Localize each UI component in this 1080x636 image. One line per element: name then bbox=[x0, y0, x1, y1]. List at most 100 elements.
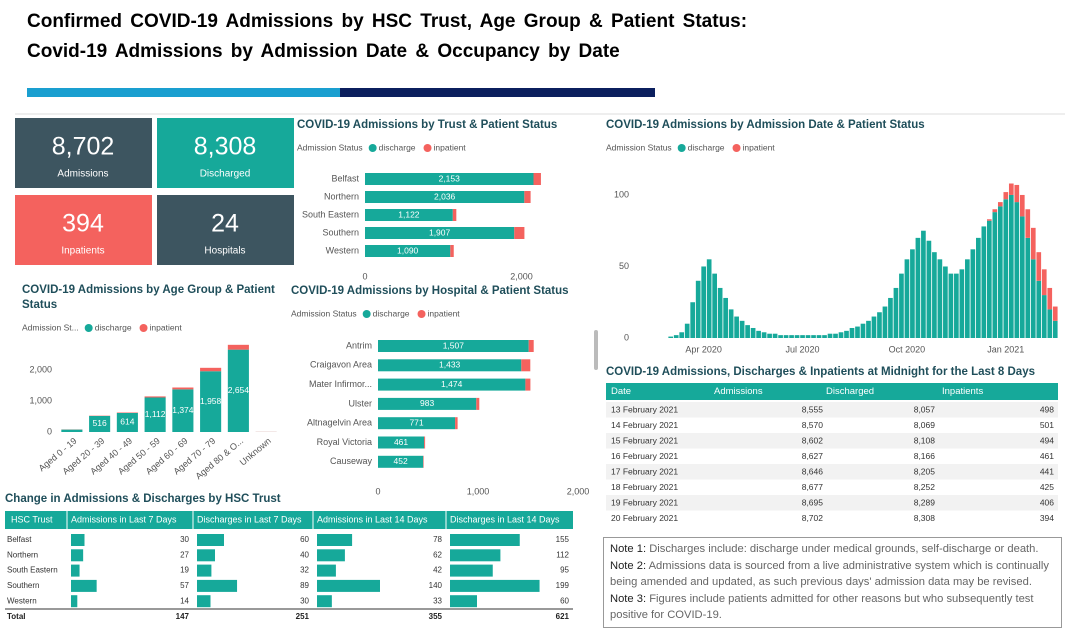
table-header bbox=[606, 383, 1058, 400]
table-cell: 60 bbox=[300, 535, 309, 544]
bar bbox=[690, 302, 696, 338]
table-cell: 13 February 2021 bbox=[611, 404, 678, 414]
data-bar bbox=[317, 595, 332, 608]
table-cell: 199 bbox=[556, 581, 570, 590]
y-tick-label: 0 bbox=[47, 426, 52, 436]
bar bbox=[888, 297, 893, 338]
table-cell: 78 bbox=[433, 535, 442, 544]
y-tick-label: Ulster bbox=[348, 398, 372, 408]
legend-label: discharge bbox=[373, 308, 410, 318]
data-bar bbox=[450, 549, 501, 562]
table-cell: 8,677 bbox=[802, 482, 824, 492]
legend-title: Admission St... bbox=[22, 322, 79, 332]
note-text: Admissions data is sourced from a live a… bbox=[610, 559, 1049, 589]
bar bbox=[739, 320, 745, 338]
legend-marker bbox=[139, 324, 148, 332]
data-label: 1,507 bbox=[443, 340, 465, 350]
kpi-value: 8,308 bbox=[194, 133, 257, 161]
bar bbox=[1030, 259, 1036, 338]
bar bbox=[756, 330, 761, 338]
table-cell: 14 bbox=[180, 596, 189, 605]
kpi-label: Hospitals bbox=[204, 246, 245, 257]
bar bbox=[452, 209, 457, 221]
bar bbox=[455, 417, 458, 430]
table-total: 147 bbox=[176, 612, 190, 621]
y-tick-label: Craigavon Area bbox=[310, 360, 372, 370]
bar bbox=[965, 259, 970, 338]
note: Note 2: Admissions data is sourced from … bbox=[610, 558, 1055, 591]
table-cell: 33 bbox=[433, 596, 442, 605]
column-header: HSC Trust bbox=[11, 514, 53, 524]
bar bbox=[997, 202, 1003, 207]
row-stripe bbox=[606, 402, 1058, 418]
table-cell: 30 bbox=[180, 535, 189, 544]
table-total: 251 bbox=[296, 612, 310, 621]
bar bbox=[1025, 209, 1031, 238]
data-label: 1,958 bbox=[200, 396, 222, 406]
x-tick-label: 0 bbox=[362, 271, 367, 281]
bar bbox=[855, 326, 860, 338]
bar bbox=[172, 387, 194, 390]
bar bbox=[723, 297, 728, 338]
data-label: 2,036 bbox=[434, 191, 456, 201]
kpi-label: Inpatients bbox=[61, 246, 104, 257]
column-header: Admissions bbox=[714, 386, 763, 397]
bar bbox=[712, 273, 717, 338]
bar bbox=[937, 259, 943, 338]
data-label: 2,654 bbox=[228, 385, 250, 395]
legend-marker bbox=[423, 144, 432, 152]
bar bbox=[1008, 194, 1014, 338]
bar bbox=[778, 335, 783, 338]
data-label: 1,112 bbox=[145, 409, 166, 419]
bar bbox=[734, 316, 739, 338]
bar bbox=[423, 455, 424, 468]
chart-title: COVID-19 Admissions by Admission Date & … bbox=[606, 119, 925, 131]
scrollbar[interactable] bbox=[594, 330, 598, 370]
note-label: Note 3: bbox=[610, 592, 647, 605]
table-cell: 155 bbox=[556, 535, 570, 544]
column-header: Discharges in Last 7 Days bbox=[197, 514, 302, 524]
data-bar bbox=[450, 595, 477, 608]
bar bbox=[1036, 280, 1042, 338]
bar bbox=[893, 287, 899, 338]
bar bbox=[844, 330, 849, 338]
x-tick-label: Oct 2020 bbox=[889, 344, 926, 354]
table-cell: 19 bbox=[180, 566, 189, 575]
note-text: Discharges include: discharge under medi… bbox=[649, 543, 1039, 555]
data-label: 452 bbox=[394, 456, 408, 466]
table-cell: 62 bbox=[433, 550, 442, 559]
y-tick-label: Antrim bbox=[346, 340, 372, 350]
data-bar bbox=[71, 549, 84, 562]
data-bar bbox=[197, 579, 238, 592]
bar bbox=[915, 237, 921, 338]
bar bbox=[1036, 252, 1042, 281]
table-cell: 30 bbox=[300, 596, 309, 605]
y-tick-label: Altnagelvin Area bbox=[307, 418, 372, 428]
bar bbox=[981, 226, 987, 338]
legend-label: discharge bbox=[379, 142, 416, 152]
bar bbox=[701, 266, 707, 338]
table-total: 355 bbox=[429, 612, 443, 621]
table-cell: 8,627 bbox=[802, 451, 824, 461]
bar bbox=[954, 273, 959, 338]
row-stripe bbox=[606, 433, 1058, 449]
data-bar bbox=[450, 534, 520, 546]
bar bbox=[378, 397, 477, 410]
kpi-tile bbox=[15, 195, 152, 265]
note-text: Figures include patients admitted for ot… bbox=[610, 592, 1034, 622]
data-bar bbox=[317, 579, 380, 592]
legend-marker bbox=[732, 144, 741, 152]
bar bbox=[172, 389, 194, 432]
y-tick-label: 50 bbox=[619, 261, 629, 271]
table-cell: 14 February 2021 bbox=[611, 420, 678, 430]
bar bbox=[877, 312, 882, 338]
legend-title: Admission Status bbox=[606, 142, 672, 152]
table-cell: 8,205 bbox=[914, 466, 936, 476]
table-cell: Southern bbox=[7, 581, 39, 590]
y-tick-label: Causeway bbox=[330, 456, 373, 466]
table-cell: 501 bbox=[1040, 420, 1054, 430]
table-cell: 8,308 bbox=[914, 513, 936, 523]
bar bbox=[365, 173, 534, 185]
bar bbox=[1041, 269, 1047, 296]
bar bbox=[997, 206, 1003, 338]
